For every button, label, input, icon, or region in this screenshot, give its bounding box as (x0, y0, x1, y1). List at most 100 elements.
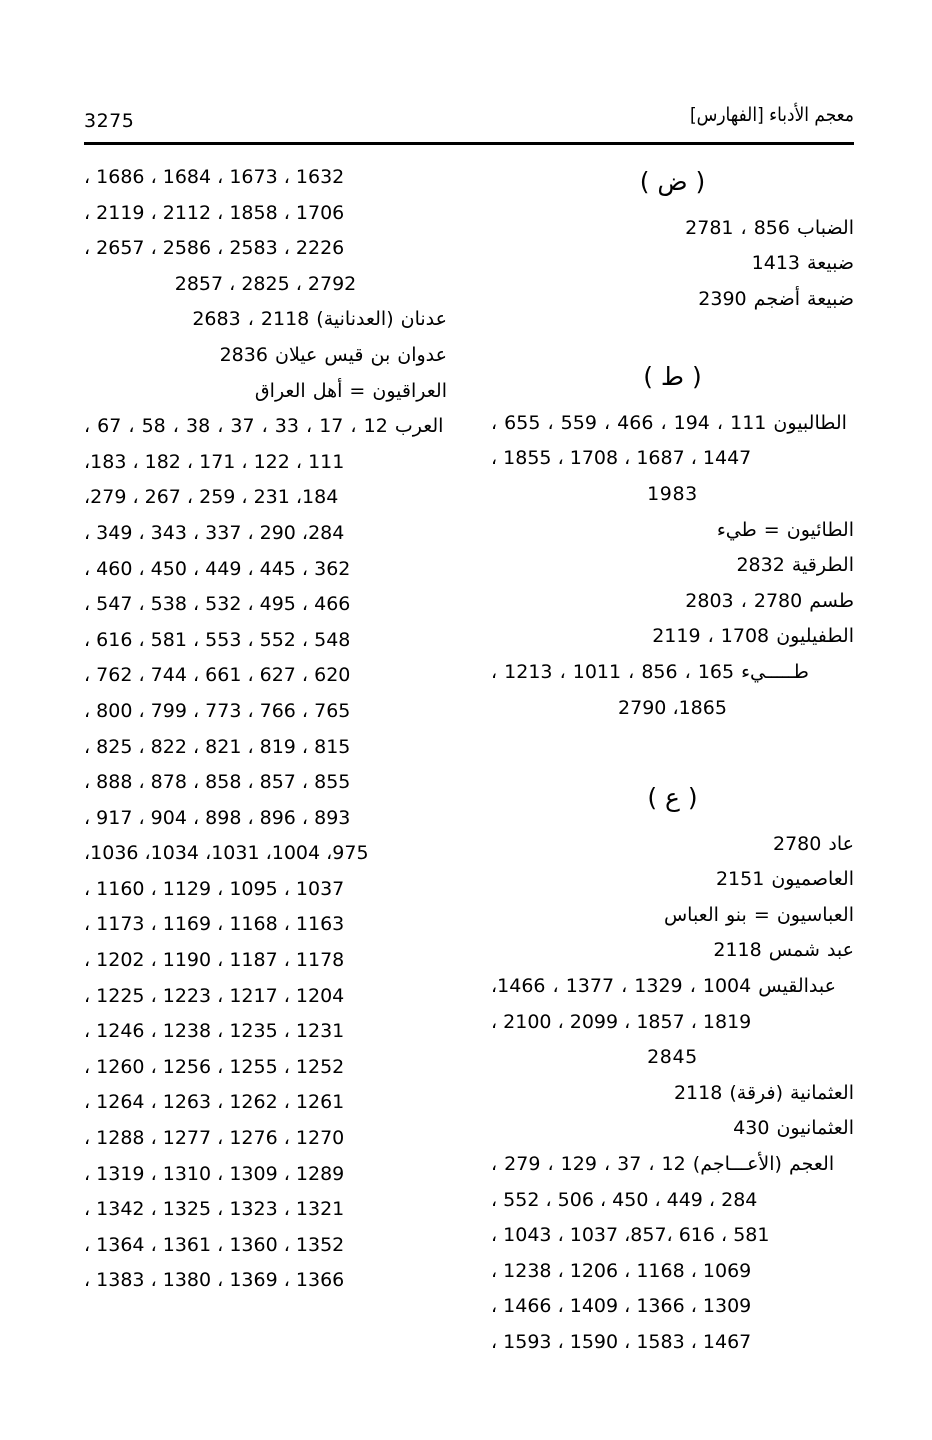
entry-continuation: 1366 ، 1369 ، 1380 ، 1383 ، (84, 1269, 345, 1292)
entry-continuation: 1706 ، 1858 ، 2112 ، 2119 ، (84, 201, 345, 224)
entry-continuation: 1983 (647, 482, 698, 505)
entry-page-numbers: 1004 ، 1329 ، 1377 ، 1466، (491, 975, 752, 997)
entry-page-numbers: 2780 (773, 832, 822, 855)
section-heading-dad: ( ض ) (639, 167, 706, 196)
index-entry: ضبيعة 1413 (491, 246, 854, 282)
entry-continuation: 1252 ، 1255 ، 1256 ، 1260 ، (84, 1055, 345, 1078)
entry-continuation: 1467 ، 1583 ، 1590 ، 1593 ، (491, 1330, 752, 1353)
entry-continuation: 1352 ، 1360 ، 1361 ، 1364 ، (84, 1233, 345, 1256)
entry-continuation: 975، 1004، 1031، 1034، 1036، (84, 842, 369, 865)
index-body: ( ض ) الضباب 856 ، 2781 ضبيعة 1413 ضبيعة… (84, 160, 854, 1353)
book-title: معجم الأدباء [الفهارس] (689, 104, 854, 127)
entry-page-numbers: 856 ، 2781 (685, 216, 790, 239)
entry-page-numbers: 1708 ، 2119 (652, 625, 770, 648)
entry-term: طـــــيء (741, 660, 809, 683)
index-entry: العثمانيون 430 (491, 1111, 854, 1147)
entry-continuation: 548 ، 552 ، 553 ، 581 ، 616 ، (84, 628, 351, 651)
entry-page-numbers: 2780 ، 2803 (685, 589, 803, 612)
entry-page-numbers: 165 ، 856 ، 1011 ، 1213 ، (491, 660, 735, 683)
entry-continuation: 111 ، 122 ، 171 ، 182 ، 183، (84, 450, 345, 473)
entry-term: العباسيون (776, 903, 854, 926)
entry-continuation: 1309 ، 1366 ، 1409 ، 1466 ، (491, 1295, 752, 1318)
entry-term: طسم (809, 589, 854, 612)
entry-continuation: 1204 ، 1217 ، 1223 ، 1225 ، (84, 984, 345, 1007)
entry-continuation: 1163 ، 1168 ، 1169 ، 1173 ، (84, 913, 345, 936)
entry-continuation: 1289 ، 1309 ، 1310 ، 1319 ، (84, 1162, 345, 1185)
index-entry: العثمانية (فرقة) 2118 (491, 1076, 854, 1112)
entry-continuation: 1178 ، 1187 ، 1190 ، 1202 ، (84, 949, 345, 972)
column-left: 1632 ، 1673 ، 1684 ، 1686 ، 1706 ، 1858 … (84, 160, 447, 1350)
entry-page-numbers: 12 ، 37 ، 129 ، 279 ، (491, 1152, 686, 1175)
index-entry: الطائيون = طيء (491, 513, 854, 549)
entry-term: العثمانيون (776, 1117, 854, 1140)
entry-page-numbers: 111 ، 194 ، 466 ، 559 ، 655 ، (491, 411, 767, 434)
entry-term: الطائيون (786, 518, 854, 541)
entry-continuation: 893 ، 896 ، 898 ، 904 ، 917 ، (84, 806, 351, 829)
index-entry: العرب 12 ، 17 ، 33 ، 37 ، 38 ، 58 ، 67 ، (84, 409, 447, 445)
entry-continuation: 284، 290 ، 337 ، 343 ، 349 ، (84, 521, 345, 544)
entry-continuation: 1632 ، 1673 ، 1684 ، 1686 ، (84, 166, 345, 188)
column-right: ( ض ) الضباب 856 ، 2781 ضبيعة 1413 ضبيعة… (491, 160, 854, 1353)
index-entry: العجم (الأعـــاجم) 12 ، 37 ، 129 ، 279 ، (491, 1147, 854, 1183)
entry-continuation: 1321 ، 1323 ، 1325 ، 1342 ، (84, 1198, 345, 1221)
entry-term: العرب (394, 415, 444, 438)
index-entry: عدنان (العدنانية) 2118 ، 2683 (84, 302, 447, 338)
index-entry: العباسيون = بنو العباس (491, 898, 854, 934)
entry-page-numbers: 1413 (751, 252, 800, 275)
entry-continuation: 1819 ، 1857 ، 2099 ، 2100 ، (491, 1010, 752, 1033)
entry-term: عدنان (العدنانية) (316, 308, 447, 331)
index-entry: الطفيليون 1708 ، 2119 (491, 619, 854, 655)
entry-term: ضبيعة (807, 252, 854, 275)
entry-term: عدوان بن قيس عيلان (275, 343, 447, 366)
entry-continuation: 855 ، 857 ، 858 ، 878 ، 888 ، (84, 771, 351, 794)
entry-continuation: 284 ، 449 ، 450 ، 506 ، 552 ، (491, 1188, 758, 1211)
entry-continuation: 1231 ، 1235 ، 1238 ، 1246 ، (84, 1020, 345, 1043)
entry-continuation: 1037 ، 1095 ، 1129 ، 1160 ، (84, 877, 345, 900)
entry-continuation: 1865، 2790 (618, 696, 727, 719)
index-entry: عبد شمس 2118 (491, 933, 854, 969)
entry-term: العجم (الأعـــاجم) (692, 1152, 835, 1175)
index-entry: عبدالقيس 1004 ، 1329 ، 1377 ، 1466، (491, 969, 854, 1005)
entry-continuation: 184، 231 ، 259 ، 267 ، 279، (84, 486, 339, 509)
index-entry: الضباب 856 ، 2781 (491, 211, 854, 247)
entry-cross-reference: = طيء (716, 518, 780, 541)
entry-term: الطالبيون (773, 411, 847, 434)
index-entry: العراقيون = أهل العراق (84, 374, 447, 410)
entry-continuation: 2226 ، 2583 ، 2586 ، 2657 ، (84, 237, 345, 260)
entry-page-numbers: 2118 ، 2683 (192, 308, 310, 331)
index-entry: العاصميون 2151 (491, 862, 854, 898)
entry-continuation: 581 ، 616 ،857، 1037 ، 1043 ، (491, 1224, 770, 1247)
entry-continuation: 362 ، 445 ، 449 ، 450 ، 460 ، (84, 557, 351, 580)
index-entry: ضبيعة أضجم 2390 (491, 282, 854, 318)
index-entry: الطالبيون 111 ، 194 ، 466 ، 559 ، 655 ، (491, 406, 854, 442)
index-entry: عاد 2780 (491, 827, 854, 863)
entry-continuation: 2792 ، 2825 ، 2857 (174, 272, 357, 295)
entry-term: الطرقية (791, 554, 854, 577)
entry-term: ضبيعة أضجم (753, 287, 854, 310)
running-head: 3275 معجم الأدباء [الفهارس] (84, 104, 854, 138)
entry-continuation: 1069 ، 1168 ، 1206 ، 1238 ، (491, 1259, 752, 1282)
index-entry: الطرقية 2832 (491, 548, 854, 584)
entry-cross-reference: = بنو العباس (663, 903, 770, 926)
entry-continuation: 620 ، 627 ، 661 ، 744 ، 762 ، (84, 664, 351, 687)
entry-term: العاصميون (771, 868, 854, 891)
entry-continuation: 765 ، 766 ، 773 ، 799 ، 800 ، (84, 699, 351, 722)
entry-page-numbers: 2836 (219, 343, 268, 366)
entry-continuation: 466 ، 495 ، 532 ، 538 ، 547 ، (84, 593, 351, 616)
entry-cross-reference: = أهل العراق (254, 379, 366, 402)
entry-page-numbers: 2390 (698, 287, 747, 310)
entry-term: الضباب (797, 216, 854, 239)
entry-page-numbers: 2118 (673, 1081, 723, 1104)
entry-page-numbers: 2832 (736, 554, 785, 577)
entry-continuation: 815 ، 819 ، 821 ، 822 ، 825 ، (84, 735, 351, 758)
entry-continuation: 1447 ، 1687 ، 1708 ، 1855 ، (491, 447, 752, 470)
entry-page-numbers: 430 (733, 1117, 770, 1140)
page-number: 3275 (84, 110, 135, 132)
header-rule (84, 142, 854, 145)
entry-term: عاد (828, 832, 854, 855)
index-entry: طسم 2780 ، 2803 (491, 584, 854, 620)
section-heading-taa: ( ط ) (643, 362, 702, 392)
section-heading-ayn: ( ع ) (647, 783, 698, 813)
entry-term: عبدالقيس (758, 975, 836, 997)
entry-continuation: 1270 ، 1276 ، 1277 ، 1288 ، (84, 1127, 345, 1150)
